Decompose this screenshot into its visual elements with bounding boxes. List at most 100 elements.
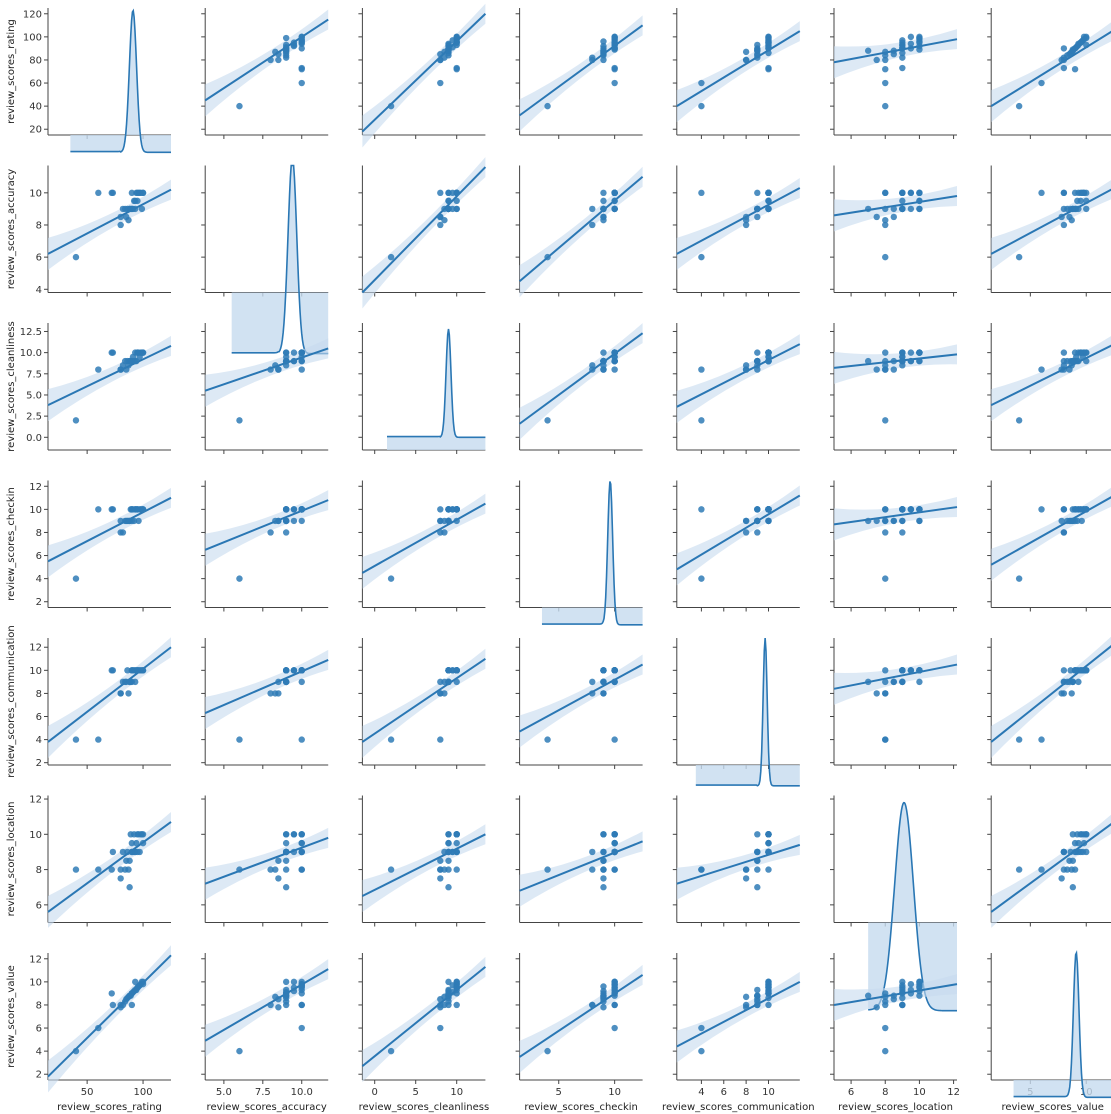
scatter-point: [138, 205, 146, 213]
panel-5-2: [358, 795, 486, 927]
y-tick-label: 8: [36, 220, 42, 231]
scatter-point: [298, 736, 305, 743]
scatter-point: [453, 839, 460, 847]
scatter-point: [754, 866, 761, 873]
scatter-point: [1038, 189, 1045, 197]
regression-line: [990, 645, 1111, 743]
y-tick-label: 12: [29, 643, 42, 654]
scatter-point: [754, 205, 761, 213]
scatter-point: [139, 667, 147, 674]
regression-line: [361, 13, 487, 133]
confidence-band: [519, 15, 643, 132]
panel-5-3: [515, 795, 643, 927]
confidence-band: [362, 648, 486, 758]
scatter-point: [1060, 221, 1068, 229]
regression-line: [47, 496, 172, 563]
scatter-point: [72, 253, 80, 261]
y-axis-label: review_scores_accuracy: [6, 169, 17, 289]
scatter-point: [108, 990, 115, 997]
x-tick-label: 10: [608, 1087, 621, 1098]
scatter-point: [1064, 866, 1071, 873]
scatter-point: [298, 39, 305, 46]
scatter-point: [882, 216, 889, 224]
x-tick-label: 12: [947, 1087, 960, 1098]
confidence-band: [991, 180, 1111, 270]
scatter-point: [544, 253, 551, 261]
scatter-point: [1071, 866, 1079, 873]
confidence-band: [362, 157, 486, 309]
scatter-point: [298, 831, 305, 838]
scatter-point: [119, 529, 127, 536]
scatter-point: [453, 39, 460, 46]
scatter-point: [600, 216, 607, 224]
scatter-point: [882, 690, 889, 697]
scatter-point: [600, 884, 607, 891]
scatter-point: [1083, 831, 1090, 838]
scatter-point: [589, 221, 596, 229]
scatter-point: [1071, 189, 1079, 197]
panel-3-0: 2 4 6 8 10 12 review_scores_checkin: [6, 480, 172, 612]
scatter-point: [1077, 848, 1084, 856]
scatter-point: [589, 866, 596, 873]
panel-2-4: [672, 323, 801, 454]
panel-6-4: 4 6 8 10 review_scores_communication: [662, 953, 815, 1113]
y-tick-label: 10.0: [20, 348, 42, 359]
scatter-point: [600, 205, 607, 213]
scatter-point: [1060, 64, 1068, 72]
scatter-point: [611, 189, 618, 197]
scatter-point: [282, 47, 290, 54]
scatter-point: [298, 517, 305, 525]
scatter-point: [1060, 45, 1068, 52]
scatter-point: [1060, 349, 1068, 356]
scatter-point: [916, 517, 923, 525]
scatter-point: [611, 848, 618, 856]
regression-line: [833, 195, 958, 217]
scatter-point: [611, 667, 618, 674]
regression-line: [518, 175, 644, 283]
scatter-point: [298, 1001, 305, 1009]
scatter-point: [290, 357, 298, 365]
scatter-point: [1068, 690, 1075, 697]
scatter-point: [882, 205, 889, 213]
regression-line: [361, 166, 487, 294]
scatter-point: [611, 978, 618, 986]
scatter-point: [95, 189, 102, 197]
confidence-band: [205, 827, 329, 900]
scatter-point: [765, 197, 772, 205]
scatter-point: [290, 831, 298, 838]
scatter-point: [611, 39, 618, 46]
scatter-point: [1071, 667, 1079, 674]
scatter-point: [882, 79, 889, 87]
scatter-point: [589, 690, 596, 697]
scatter-point: [1077, 349, 1084, 356]
scatter-point: [882, 362, 889, 369]
scatter-point: [600, 42, 607, 50]
scatter-point: [754, 992, 761, 999]
scatter-point: [72, 575, 80, 582]
scatter-point: [1015, 417, 1023, 424]
regression-line: [361, 502, 486, 574]
scatter-point: [445, 848, 452, 856]
scatter-point: [916, 349, 923, 356]
x-tick-label: 4: [698, 1087, 704, 1098]
kde-fill: [70, 10, 171, 153]
regression-line: [676, 843, 801, 885]
scatter-point: [907, 667, 915, 674]
scatter-point: [765, 357, 772, 365]
y-tick-label: 12: [29, 482, 42, 493]
scatter-point: [600, 189, 607, 197]
scatter-point: [698, 866, 705, 873]
regression-line: [361, 833, 486, 897]
scatter-point: [890, 366, 897, 373]
scatter-point: [1083, 197, 1090, 205]
scatter-point: [139, 349, 147, 356]
scatter-point: [298, 667, 305, 674]
scatter-point: [1038, 506, 1045, 513]
scatter-point: [882, 48, 889, 56]
regression-line: [676, 980, 801, 1048]
confidence-band: [991, 636, 1111, 758]
scatter-point: [600, 1004, 607, 1011]
scatter-point: [117, 866, 124, 873]
panel-0-5: [830, 8, 958, 139]
